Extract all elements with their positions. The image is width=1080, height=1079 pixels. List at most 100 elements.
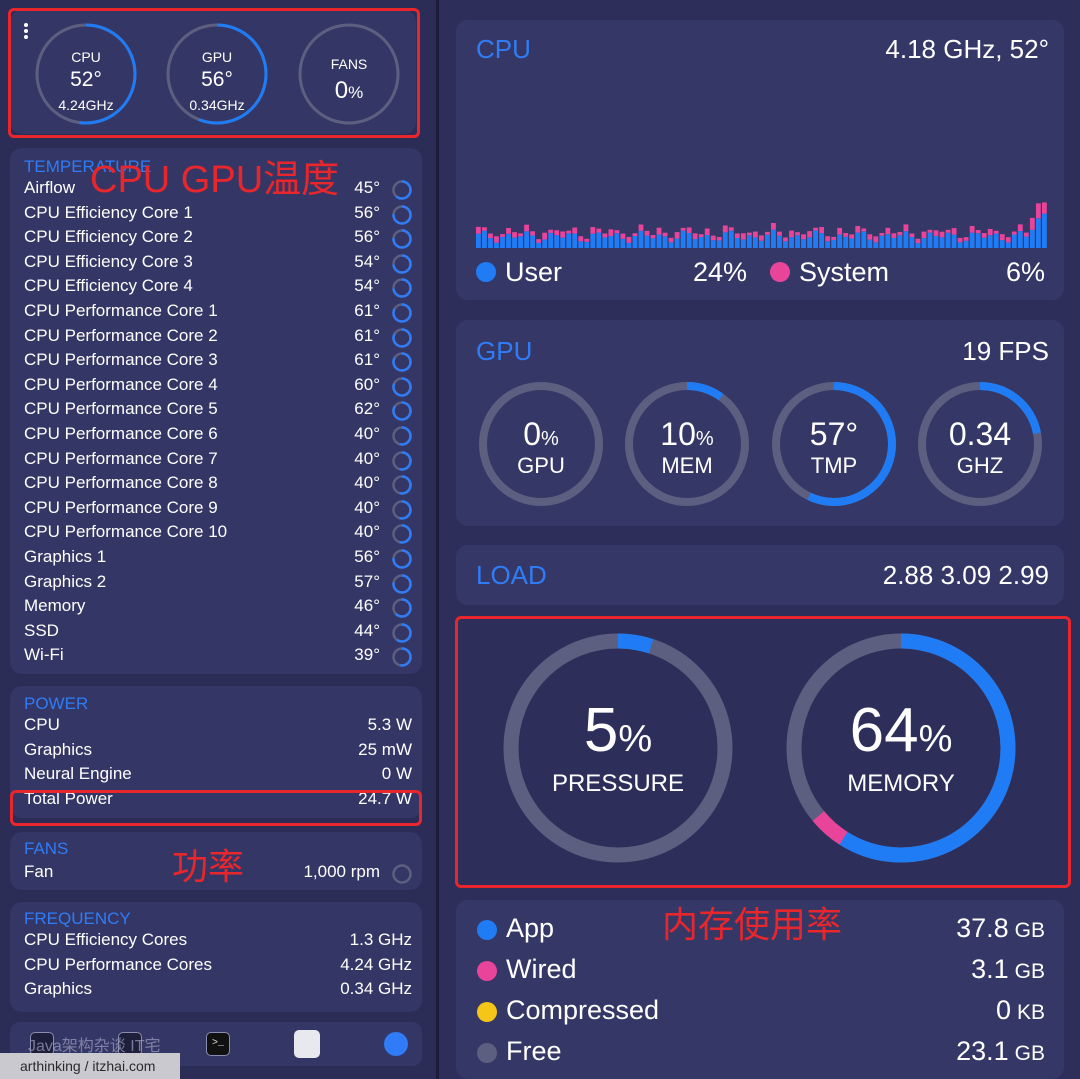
temperature-row: CPU Efficiency Core 4 54° bbox=[24, 276, 414, 300]
printer-icon[interactable] bbox=[294, 1030, 320, 1058]
temperature-value: 61° bbox=[354, 301, 380, 320]
gpu-gauge-number: 0.34 bbox=[948, 416, 1012, 452]
cpu-user-bar bbox=[969, 232, 975, 248]
cpu-system-bar bbox=[560, 231, 566, 238]
power-row: Neural Engine 0 W bbox=[24, 764, 414, 788]
gpu-gauge-mem[interactable]: 10% MEM bbox=[623, 380, 751, 508]
cpu-user-bar bbox=[1023, 236, 1029, 248]
temperature-ring-fill bbox=[392, 204, 412, 225]
cpu-user-bar bbox=[1011, 234, 1017, 248]
cpu-system-bar bbox=[506, 228, 511, 234]
frequency-row: Graphics 0.34 GHz bbox=[24, 979, 414, 1003]
cpu-user-bar bbox=[939, 237, 945, 248]
cpu-system-bar bbox=[1041, 202, 1047, 214]
gpu-gauge-label: GPU bbox=[517, 453, 565, 478]
cpu-system-bar bbox=[873, 236, 879, 243]
gpu-gauge-ghz[interactable]: 0.34 GHZ bbox=[916, 380, 1044, 508]
cpu-system-bar bbox=[963, 237, 969, 241]
frequency-label: Graphics bbox=[24, 979, 93, 999]
temperature-ring-fill bbox=[392, 647, 412, 668]
cpu-system-bar bbox=[476, 226, 481, 234]
cpu-user-bar bbox=[530, 235, 536, 248]
temperature-label: CPU Efficiency Core 3 bbox=[24, 251, 193, 271]
terminal-icon[interactable]: >_ bbox=[206, 1032, 230, 1056]
cpu-system-bar bbox=[831, 236, 837, 240]
gpu-gauge-label: TMP bbox=[810, 453, 858, 478]
memory-breakdown-card bbox=[456, 900, 1064, 1079]
gpu-gauge-unit: % bbox=[695, 428, 714, 450]
cpu-system-bar bbox=[933, 230, 939, 236]
cpu-user-bar bbox=[963, 240, 969, 248]
cpu-user-bar bbox=[674, 238, 680, 248]
temperature-ring-icon bbox=[392, 229, 412, 249]
temperature-value: 61° bbox=[354, 350, 380, 370]
cpu-system-bar bbox=[620, 233, 626, 239]
gpu-gauge-ring bbox=[479, 382, 603, 506]
cpu-user-bar bbox=[825, 241, 831, 248]
cpu-mini-gauge[interactable]: CPU 52° 4.24GHz bbox=[34, 22, 138, 126]
temperature-label: CPU Performance Core 2 bbox=[24, 325, 218, 345]
cpu-system-bar bbox=[518, 233, 523, 237]
temperature-ring-fill bbox=[392, 623, 412, 643]
temperature-ring-fill bbox=[392, 254, 412, 274]
gpu-gauge-label: GHZ bbox=[956, 453, 1004, 478]
temperature-row: CPU Performance Core 9 40° bbox=[24, 498, 414, 522]
cpu-system-bar bbox=[951, 228, 957, 235]
frequency-value: 4.24 GHz bbox=[340, 954, 412, 974]
gpu-gauge-ring bbox=[772, 382, 896, 506]
memory-breakdown-value: 37.8 GB bbox=[956, 913, 1045, 944]
fans-mini-unit: % bbox=[348, 83, 364, 102]
load-card[interactable] bbox=[456, 545, 1064, 605]
temperature-ring-fill bbox=[392, 598, 412, 618]
temperature-row: CPU Performance Core 10 40° bbox=[24, 522, 414, 546]
cpu-system-bar bbox=[524, 224, 529, 232]
cpu-user-bar bbox=[704, 234, 710, 248]
cpu-system-bar bbox=[885, 227, 891, 235]
cpu-system-bar bbox=[608, 229, 614, 237]
mini-gauge-fill bbox=[166, 23, 268, 125]
memory-free-dot bbox=[477, 1043, 497, 1063]
power-row: CPU 5.3 W bbox=[24, 715, 414, 739]
cpu-system-bar bbox=[819, 227, 825, 234]
cpu-user-bar bbox=[512, 237, 517, 248]
gpu-gauge-number: 57° bbox=[809, 416, 859, 452]
network-globe-icon[interactable] bbox=[384, 1032, 408, 1056]
memory-unit: % bbox=[918, 718, 953, 760]
memory-breakdown-value: 3.1 GB bbox=[971, 954, 1045, 985]
cpu-system-bar bbox=[584, 238, 590, 242]
memory-breakdown-number: 3.1 bbox=[971, 954, 1009, 984]
cpu-user-bar bbox=[728, 230, 734, 248]
temperature-ring-icon bbox=[392, 180, 412, 200]
gpu-mini-gauge[interactable]: GPU 56° 0.34GHz bbox=[165, 22, 269, 126]
cpu-user-bar bbox=[801, 239, 806, 248]
cpu-card[interactable] bbox=[456, 20, 1064, 300]
cpu-mini-sub: 4.24GHz bbox=[58, 97, 114, 113]
temperature-ring-fill bbox=[392, 229, 412, 249]
cpu-user-bar bbox=[771, 229, 776, 248]
cpu-user-bar bbox=[662, 236, 668, 248]
gpu-card[interactable] bbox=[456, 320, 1064, 526]
memory-breakdown-value: 0 KB bbox=[996, 995, 1045, 1026]
cpu-user-bar bbox=[638, 230, 644, 248]
window-icon[interactable] bbox=[30, 1032, 54, 1056]
temperature-row: Graphics 1 56° bbox=[24, 547, 414, 571]
gpu-gauge-number: 0 bbox=[523, 416, 541, 452]
user-legend-label: User bbox=[505, 257, 563, 287]
temp-annotation-box bbox=[8, 8, 420, 138]
gpu-gauge-fill bbox=[625, 382, 749, 506]
gpu-mini-sub: 0.34GHz bbox=[189, 97, 245, 113]
cpu-user-bar bbox=[548, 232, 554, 248]
cpu-user-bar bbox=[951, 234, 957, 248]
cpu-user-bar bbox=[722, 232, 728, 248]
more-options-icon[interactable] bbox=[23, 23, 29, 39]
cpu-system-bar bbox=[1023, 232, 1029, 237]
cpu-system-bar bbox=[1029, 217, 1035, 230]
cpu-system-bar bbox=[771, 223, 776, 230]
temperature-ring-fill bbox=[392, 500, 412, 520]
power-card bbox=[10, 686, 422, 818]
cpu-user-bar bbox=[843, 236, 849, 248]
cpu-system-bar bbox=[849, 234, 855, 239]
gpu-gauge-tmp[interactable]: 57° TMP bbox=[770, 380, 898, 508]
fans-mini-gauge[interactable]: FANS 0% bbox=[297, 22, 401, 126]
gpu-gauge-gpu[interactable]: 0% GPU bbox=[477, 380, 605, 508]
